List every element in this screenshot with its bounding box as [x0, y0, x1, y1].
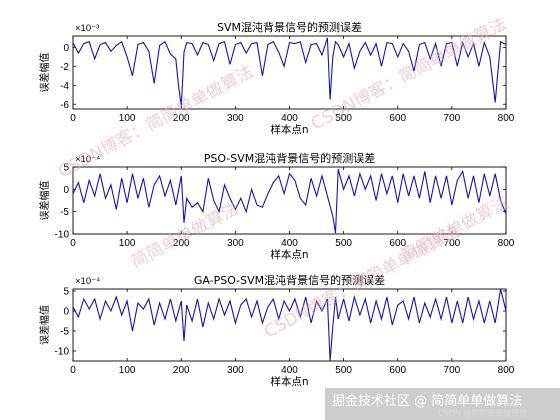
- y-axis-label-1: 误差幅值: [38, 53, 51, 93]
- exponent-label-2: ×10⁻⁴: [75, 154, 100, 165]
- x-tick-label: 0: [70, 365, 76, 376]
- x-tick-label: 0: [70, 238, 76, 249]
- x-axis-label-2: 样本点n: [270, 248, 308, 261]
- badge-background: [325, 388, 560, 420]
- y-tick-label: 0: [63, 185, 69, 196]
- exponent-label-3: ×10⁻⁴: [75, 276, 100, 287]
- x-tick-label: 500: [335, 238, 352, 249]
- x-tick-label: 800: [498, 365, 515, 376]
- y-tick-label: 0: [63, 43, 69, 54]
- x-tick-label: 800: [498, 238, 515, 249]
- chart-title-1: SVM混沌背景信号的预测误差: [217, 20, 362, 34]
- series-line-3-1: [72, 288, 507, 362]
- y-tick-label: 5: [63, 287, 69, 298]
- y-tick-label: -5: [60, 327, 69, 338]
- site-badge: 掘金技术社区 @ 简简单单做算法 CSDN @简简单单做算法: [325, 388, 560, 420]
- x-tick-label: 100: [119, 238, 136, 249]
- x-axis-label-3: 样本点n: [270, 375, 308, 388]
- x-tick-label: 300: [227, 238, 244, 249]
- x-tick-label: 600: [389, 113, 406, 124]
- x-tick-label: 600: [389, 365, 406, 376]
- x-tick-label: 800: [498, 113, 515, 124]
- x-tick-label: 100: [119, 113, 136, 124]
- exponent-label-1: ×10⁻³: [75, 23, 99, 34]
- x-tick-label: 400: [281, 238, 298, 249]
- y-tick-label: -5: [60, 207, 69, 218]
- y-axis-label-2: 误差幅值: [38, 181, 51, 221]
- subplots: SVM混沌背景信号的预测误差×10⁻³0 100 200 300 400 500 600 70…: [38, 20, 515, 388]
- y-tick-label: -2: [60, 62, 69, 73]
- badge-small-text: CSDN @简简单单做算法: [438, 408, 527, 418]
- x-tick-label: 100: [119, 365, 136, 376]
- y-tick-label: 5: [63, 163, 69, 174]
- badge-text: 掘金技术社区 @ 简简单单做算法: [332, 393, 522, 409]
- x-tick-label: 200: [173, 238, 190, 249]
- x-tick-label: 600: [389, 238, 406, 249]
- y-tick-label: -6: [60, 100, 69, 111]
- x-tick-label: 500: [335, 113, 352, 124]
- series-line-2-1: [72, 169, 507, 234]
- subplot-3: GA-PSO-SVM混沌背景信号的预测误差 ×10⁻⁴ 0 100 200 300 400 5…: [38, 273, 515, 388]
- x-tick-label: 700: [444, 113, 461, 124]
- plot-area-2: [72, 166, 507, 235]
- y-axis-label-3: 误差幅值: [38, 305, 51, 345]
- subplot-2: PSO-SVM混沌背景信号的预测误差 ×10⁻⁴ 0 100 200 300 400 500 6…: [38, 151, 515, 261]
- x-axis-label-1: 样本点n: [270, 123, 308, 136]
- x-tick-label: 400: [281, 365, 298, 376]
- x-tick-label: 400: [281, 113, 298, 124]
- x-tick-label: 300: [227, 365, 244, 376]
- y-tick-label: -4: [60, 81, 69, 92]
- x-tick-label: 0: [70, 113, 76, 124]
- series-line-1-1: [72, 37, 507, 107]
- chart-title-2: PSO-SVM混沌背景信号的预测误差: [204, 151, 376, 165]
- subplot-1: SVM混沌背景信号的预测误差 ×10⁻³ 0 100 200 300 400 500 600 70…: [38, 20, 515, 136]
- x-tick-label: 500: [335, 365, 352, 376]
- y-tick-label: -10: [55, 230, 70, 241]
- plot-area-3: [72, 288, 507, 362]
- chart-title-3: GA-PSO-SVM混沌背景信号的预测误差: [194, 273, 385, 287]
- x-tick-label: 700: [444, 238, 461, 249]
- x-tick-label: 700: [444, 365, 461, 376]
- x-tick-label: 200: [173, 365, 190, 376]
- y-tick-label: -10: [55, 347, 70, 358]
- x-tick-label: 200: [173, 113, 190, 124]
- y-tick-label: 0: [63, 307, 69, 318]
- x-tick-label: 300: [227, 113, 244, 124]
